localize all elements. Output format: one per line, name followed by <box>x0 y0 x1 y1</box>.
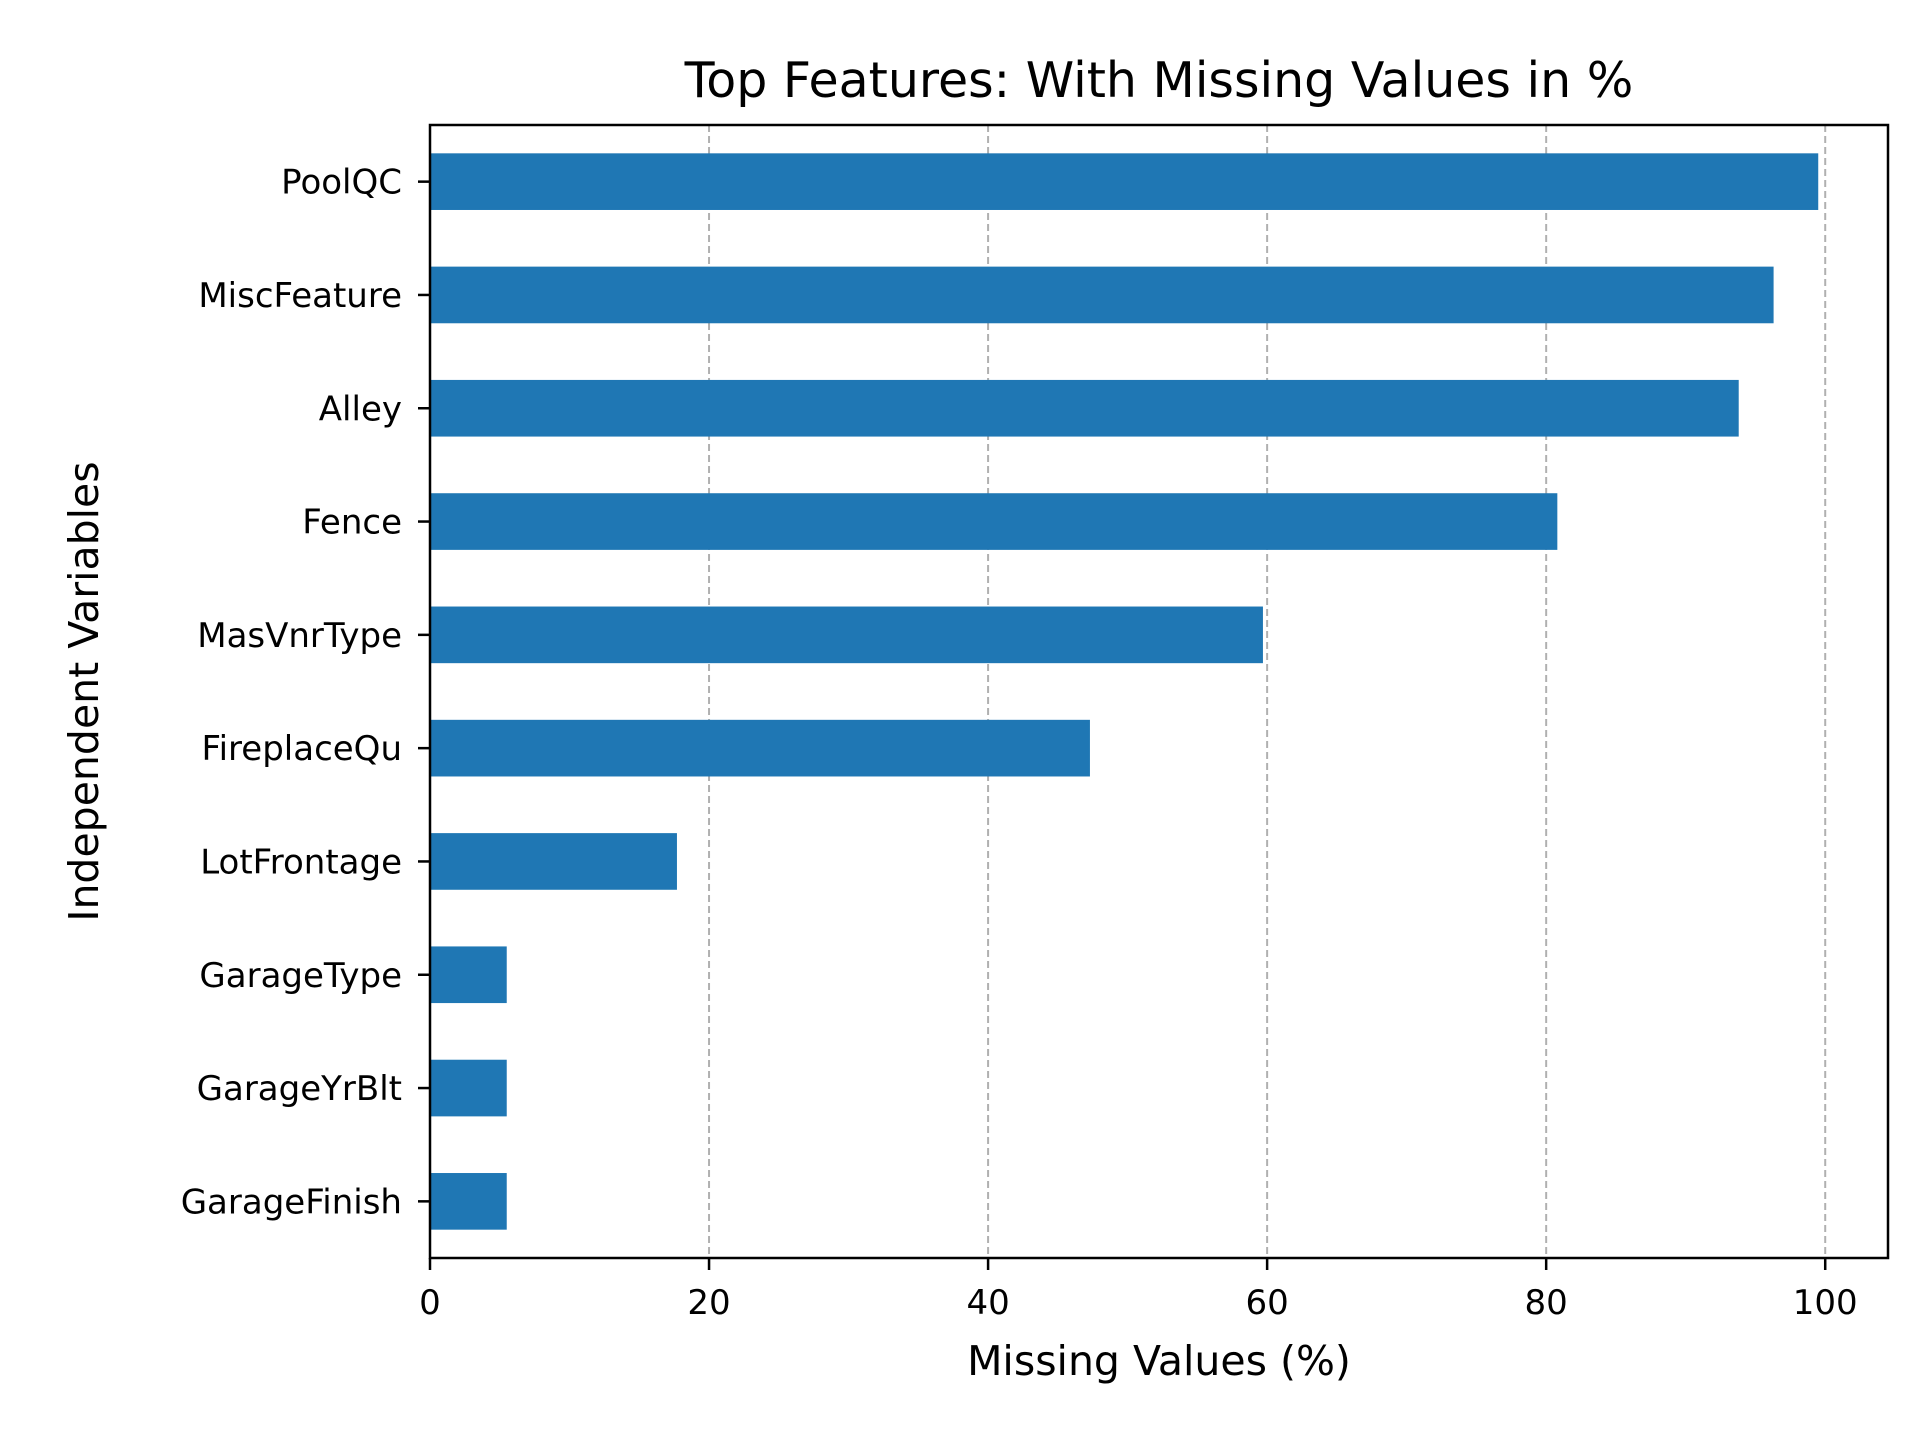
bar-Alley <box>430 379 1739 437</box>
bar-MiscFeature <box>430 266 1774 324</box>
plot-frame <box>428 123 1890 1260</box>
chart-title: Top Features: With Missing Values in % <box>684 52 1634 109</box>
x-axis-ticks: 0 20 40 60 80 100 <box>419 1258 1858 1323</box>
x-tick-label-5: 100 <box>1793 1283 1858 1323</box>
y-tick-label-5: FireplaceQu <box>202 729 402 769</box>
x-tick-label-4: 80 <box>1525 1283 1568 1323</box>
bar-GarageType <box>430 946 507 1004</box>
y-tick-label-7: GarageType <box>199 956 402 996</box>
bar-GarageFinish <box>430 1173 507 1230</box>
y-tick-label-1: MiscFeature <box>198 276 402 316</box>
bar-MasVnrType <box>430 606 1263 664</box>
bar-Fence <box>430 493 1558 550</box>
x-tick-label-1: 20 <box>687 1283 730 1323</box>
bar-GarageYrBlt <box>430 1059 507 1117</box>
y-tick-label-3: Fence <box>302 503 402 543</box>
y-tick-label-9: GarageFinish <box>181 1182 402 1222</box>
x-tick-label-0: 0 <box>419 1283 441 1323</box>
y-tick-label-0: PoolQC <box>281 163 402 203</box>
y-tick-label-2: Alley <box>319 389 402 429</box>
y-axis-ticks: PoolQC MiscFeature Alley Fence MasVnrType Fir… <box>181 163 430 1222</box>
bars <box>430 153 1819 1230</box>
x-axis-label: Missing Values (%) <box>967 1337 1351 1385</box>
bar-LotFrontage <box>430 833 677 890</box>
y-tick-label-6: LotFrontage <box>200 842 402 882</box>
y-tick-label-4: MasVnrType <box>197 616 402 656</box>
bar-FireplaceQu <box>430 719 1090 777</box>
bar-PoolQC <box>430 153 1819 210</box>
y-tick-label-8: GarageYrBlt <box>197 1069 402 1109</box>
y-axis-label: Independent Variables <box>60 461 108 921</box>
x-tick-label-3: 60 <box>1245 1283 1288 1323</box>
x-tick-label-2: 40 <box>966 1283 1009 1323</box>
